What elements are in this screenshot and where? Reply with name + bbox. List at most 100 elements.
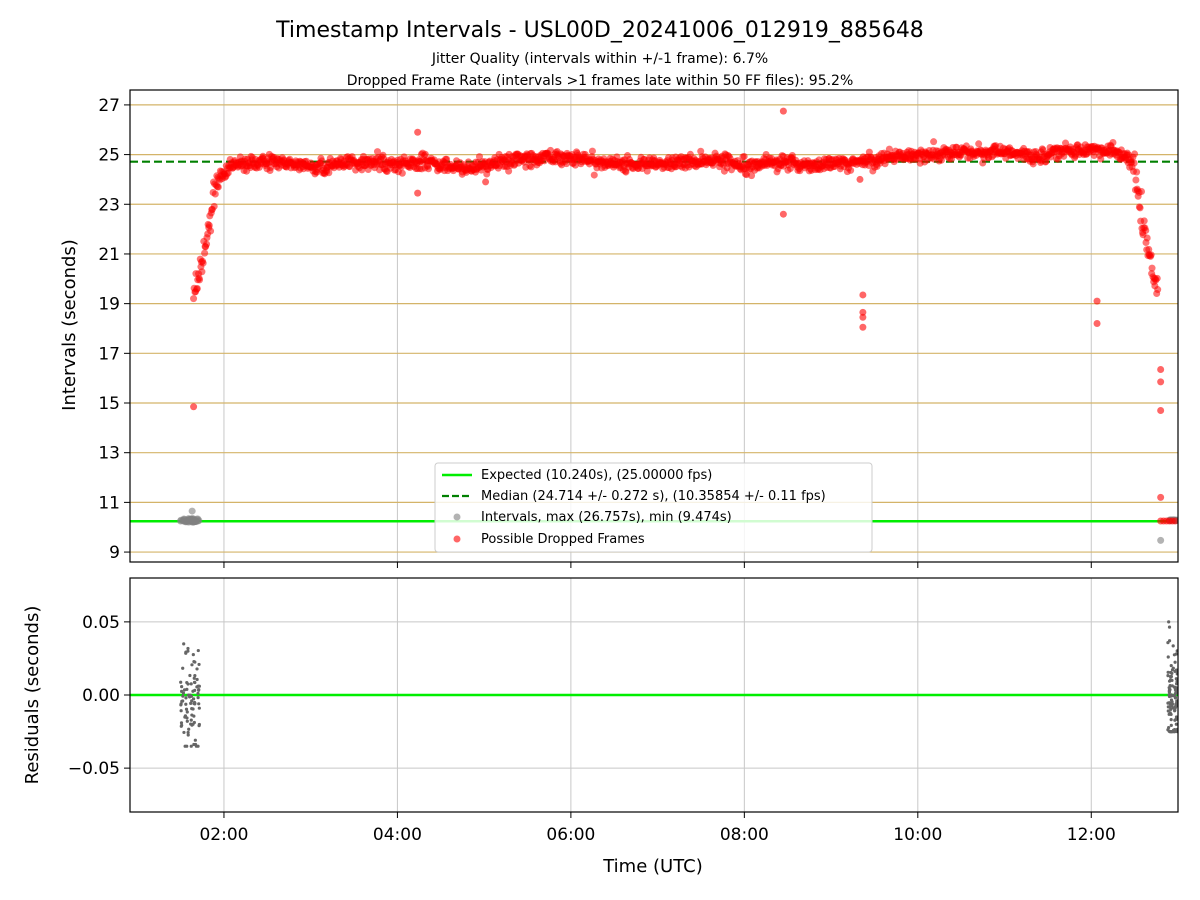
dropped-frame-point	[421, 150, 429, 158]
residual-point	[1167, 625, 1172, 629]
x-axis-label: Time (UTC)	[602, 856, 703, 877]
dropped-frame-point	[505, 167, 513, 175]
top-ytick-label: 15	[98, 394, 120, 414]
residual-point	[195, 685, 199, 689]
residual-point	[189, 744, 193, 748]
bottom-ytick-label: 0.00	[82, 686, 120, 706]
residual-point	[1170, 729, 1175, 734]
dropped-frame-point	[859, 308, 867, 316]
residual-point	[185, 687, 189, 692]
dropped-frame-point	[196, 276, 204, 284]
residual-point	[1167, 689, 1171, 693]
dropped-frame-point	[211, 190, 219, 198]
residual-point	[193, 738, 197, 742]
residual-point	[1174, 652, 1178, 656]
dropped-frame-point	[1157, 365, 1165, 373]
legend-intervals-swatch	[453, 513, 461, 521]
residual-point	[1166, 674, 1170, 678]
dropped-frame-point	[748, 172, 756, 180]
residual-point	[196, 696, 200, 700]
dropped-frame-point	[859, 291, 867, 299]
dropped-frame-point	[325, 169, 333, 177]
residual-point	[179, 709, 183, 713]
dropped-frame-point	[1154, 286, 1162, 294]
residual-point	[197, 706, 201, 710]
residual-point	[192, 700, 197, 705]
dropped-frame-point	[198, 268, 206, 276]
residual-point	[1171, 706, 1175, 710]
dropped-frame-point	[779, 210, 787, 218]
residual-point	[1168, 678, 1173, 682]
residual-point	[1169, 670, 1173, 675]
residual-point	[197, 724, 201, 728]
dropped-frame-point	[885, 145, 893, 153]
dropped-frame-point	[1131, 150, 1139, 158]
residual-point	[1168, 711, 1172, 715]
dropped-frame-point	[190, 403, 198, 411]
residual-point	[196, 648, 200, 653]
residual-point	[1167, 639, 1172, 643]
residual-point	[195, 677, 199, 682]
legend-label: Possible Dropped Frames	[481, 532, 645, 547]
bottom-ylabel: Residuals (seconds)	[22, 606, 43, 785]
dropped-frame-point	[210, 202, 218, 210]
dropped-frame-point	[1157, 378, 1165, 386]
residual-point	[1169, 698, 1174, 702]
dropped-frame-point	[697, 147, 705, 155]
dropped-frame-point	[1147, 251, 1155, 259]
residual-point	[1167, 686, 1171, 690]
dropped-frame-point	[1093, 320, 1101, 328]
residual-point	[184, 707, 189, 711]
residual-point	[1169, 723, 1173, 727]
dropped-frame-point	[373, 148, 381, 156]
dropped-frame-point	[1138, 187, 1146, 195]
residual-point	[1174, 722, 1178, 726]
residual-point	[179, 724, 183, 728]
dropped-frame-point	[1090, 152, 1098, 160]
bottom-ytick-label: 0.05	[82, 613, 120, 633]
residual-point	[196, 744, 200, 748]
dropped-frame-point	[199, 259, 207, 267]
dropped-frame-point	[482, 178, 490, 186]
dropped-frame-point	[201, 249, 209, 257]
residual-point	[191, 697, 196, 701]
bottom-ytick-label: −0.05	[68, 759, 120, 779]
residuals-panel: −0.05 0.00 0.05	[68, 577, 1179, 813]
residual-point	[189, 718, 193, 722]
residual-point	[196, 691, 200, 696]
legend-label: Median (24.714 +/- 0.272 s), (10.35854 +…	[481, 489, 826, 504]
dropped-frame-point	[1132, 176, 1140, 184]
dropped-frame-point	[1157, 406, 1165, 414]
residual-point	[1171, 644, 1175, 648]
residual-point	[182, 642, 186, 646]
residual-point	[189, 682, 193, 686]
bottom-panel-frame	[129, 577, 1179, 813]
residual-point	[1169, 674, 1174, 679]
dropped-frame-point	[1143, 234, 1151, 242]
xtick-label: 08:00	[720, 825, 769, 845]
residual-point	[197, 684, 201, 688]
residual-point	[189, 701, 193, 705]
dropped-frame-point	[847, 166, 855, 174]
chart-title: Timestamp Intervals - USL00D_20241006_01…	[275, 18, 924, 43]
dropped-frame-point	[1171, 517, 1178, 525]
xtick-label: 04:00	[373, 825, 422, 845]
residual-point	[193, 688, 197, 692]
residual-point	[1169, 718, 1173, 722]
residual-point	[185, 719, 189, 723]
residual-point	[197, 702, 201, 706]
top-ytick-label: 21	[98, 245, 120, 265]
dropped-frame-point	[1133, 168, 1141, 176]
residual-point	[180, 685, 184, 689]
residual-point	[1170, 684, 1174, 688]
residual-point	[185, 710, 189, 714]
top-ytick-label: 23	[98, 195, 120, 215]
residual-point	[190, 706, 194, 711]
residual-point	[191, 653, 195, 657]
dropped-frame-point	[443, 155, 451, 163]
residual-point	[1169, 694, 1173, 698]
residual-point	[195, 667, 199, 671]
residual-point	[1173, 660, 1177, 664]
residual-point	[182, 730, 186, 735]
